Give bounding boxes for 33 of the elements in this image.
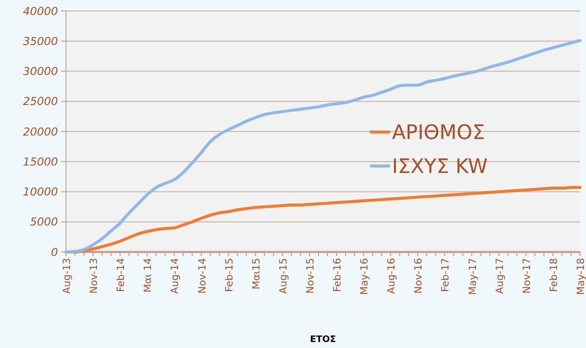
x-tick-label: Feb-17 [440,258,452,292]
x-tick-label: Feb-18 [548,258,560,292]
legend-label: ΑΡΙΘΜΟΣ [392,120,486,144]
x-tick-label: Μαι15 [251,258,262,290]
y-tick-label: 30000 [23,65,58,78]
x-tick-label: Nov-17 [522,258,533,294]
x-tick-label: Feb-14 [116,258,128,292]
x-tick-label: May-18 [576,258,586,295]
x-tick-label: Feb-15 [224,258,236,292]
x-tick-label: Aug-15 [278,258,290,294]
y-tick-label: 15000 [23,155,58,168]
line-series [64,39,582,254]
x-tick-label: Μαι 14 [143,258,154,293]
x-tick-label: Nov-15 [305,258,316,294]
y-tick-label: 20000 [23,125,58,138]
y-tick-label: 25000 [23,95,58,108]
legend-label: ΙΣΧΥΣ KW [392,154,488,178]
x-tick-label: Nov-13 [89,258,100,294]
x-tick-label: Nov-14 [197,258,208,294]
x-tick-label: Feb-16 [332,258,344,292]
x-tick-label: Aug-14 [170,258,182,294]
x-tick-label: Aug-13 [62,258,73,294]
x-tick-label: Aug-16 [386,258,398,294]
x-axis-title: ΕΤΟΣ [310,335,336,345]
y-tick-label: 10000 [23,186,58,199]
x-tick-label: Aug-17 [494,258,506,294]
y-tick-label: 5000 [30,216,58,229]
x-tick-label: May-16 [360,258,371,295]
x-tick-label: Nov-16 [414,258,425,294]
x-tick-label: May-17 [468,258,479,295]
y-tick-label: 0 [51,246,58,259]
y-tick-label: 40000 [23,4,58,18]
y-tick-label: 35000 [23,34,58,48]
